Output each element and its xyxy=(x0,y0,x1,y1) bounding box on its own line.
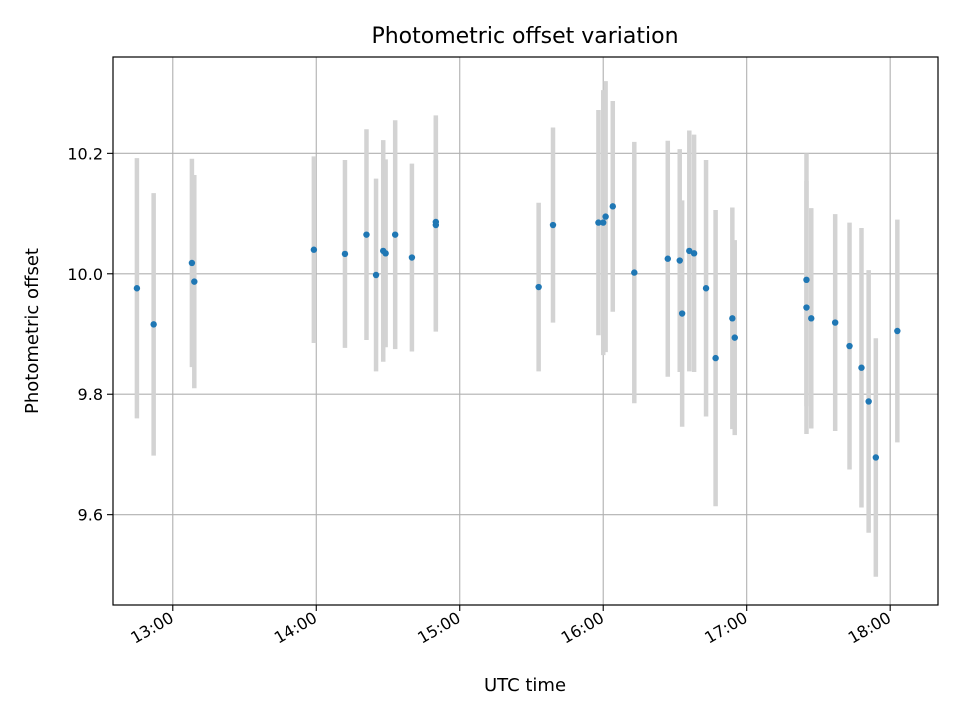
data-point xyxy=(382,250,389,257)
data-point xyxy=(341,250,349,258)
data-points xyxy=(133,203,901,461)
y-axis-label: Photometric offset xyxy=(22,248,43,414)
x-axis-label: UTC time xyxy=(484,675,566,696)
grid-lines xyxy=(113,57,938,605)
x-tick-label: 14:00 xyxy=(271,608,320,648)
data-point xyxy=(678,310,686,317)
data-point xyxy=(602,213,609,220)
data-point xyxy=(391,231,399,238)
data-point xyxy=(609,203,616,210)
x-axis-ticks: 13:00 14:00 15:00 16:00 17:00 18:00 xyxy=(127,605,894,648)
data-point xyxy=(363,231,370,238)
y-tick-label: 9.6 xyxy=(78,506,103,525)
data-point xyxy=(600,219,607,226)
data-point xyxy=(191,278,198,285)
y-axis-ticks: 9.6 9.8 10.0 10.2 xyxy=(67,144,113,525)
data-point xyxy=(690,250,698,257)
data-point xyxy=(872,454,880,461)
error-bars xyxy=(134,81,900,577)
x-tick-label: 13:00 xyxy=(127,608,176,648)
data-point xyxy=(894,327,901,335)
x-tick-label: 16:00 xyxy=(558,608,607,648)
data-point xyxy=(846,342,853,350)
data-point xyxy=(831,319,839,326)
data-point xyxy=(676,257,683,264)
data-point xyxy=(731,334,738,341)
data-point xyxy=(702,285,710,292)
chart-title: Photometric offset variation xyxy=(371,24,678,49)
data-point xyxy=(150,321,157,328)
data-point xyxy=(595,219,602,226)
data-point xyxy=(133,285,141,292)
data-point xyxy=(188,259,196,267)
data-point xyxy=(803,304,810,311)
data-point xyxy=(729,315,736,322)
y-tick-label: 9.8 xyxy=(78,385,103,404)
x-tick-label: 17:00 xyxy=(701,608,750,648)
data-point xyxy=(664,255,671,262)
data-point xyxy=(549,221,557,229)
data-point xyxy=(535,283,542,291)
data-point xyxy=(865,398,872,405)
data-point xyxy=(310,246,318,253)
x-tick-label: 18:00 xyxy=(845,608,894,648)
y-tick-label: 10.0 xyxy=(67,265,103,284)
data-point xyxy=(803,276,810,284)
y-tick-label: 10.2 xyxy=(67,144,103,163)
data-point xyxy=(808,315,815,322)
data-point xyxy=(432,218,440,226)
data-point xyxy=(858,364,865,371)
data-point xyxy=(712,354,719,362)
data-point xyxy=(631,269,638,276)
plot-frame xyxy=(112,56,939,606)
x-tick-label: 15:00 xyxy=(414,608,463,648)
data-point xyxy=(408,254,416,261)
data-point xyxy=(372,271,380,279)
data-point xyxy=(686,247,693,255)
